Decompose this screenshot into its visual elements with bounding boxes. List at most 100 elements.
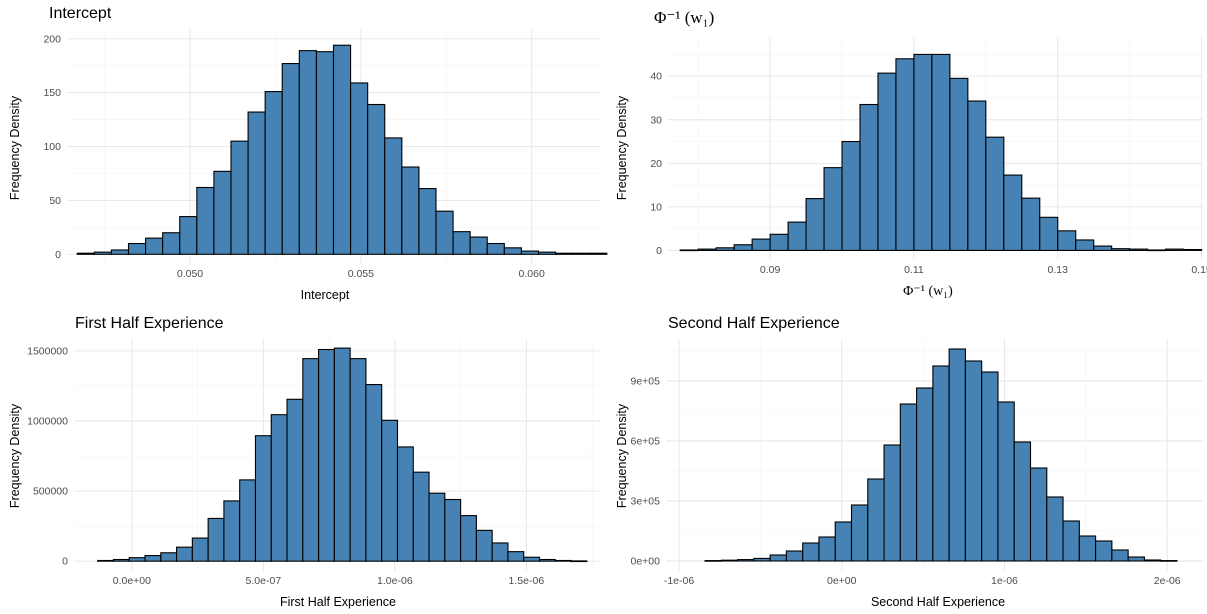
histogram-bar <box>1127 556 1145 562</box>
histogram-bar <box>412 471 430 562</box>
panel-second-half-experience: Second Half Experience -1e-06 0e+00 1e-06 2… <box>615 315 1203 609</box>
panel-title: Intercept <box>49 5 112 22</box>
histogram-bar <box>160 552 178 562</box>
histogram-bar <box>223 500 241 562</box>
histogram-bar <box>460 515 477 562</box>
histogram-bar <box>196 186 215 255</box>
histogram-bar <box>1095 540 1113 562</box>
histogram-bar <box>823 167 843 251</box>
histogram-bar <box>1183 248 1203 251</box>
y-tick-labels: 0e+00 3e+05 6e+05 9e+05 <box>631 376 661 568</box>
histogram-bar <box>1165 248 1185 251</box>
histogram-bar <box>239 479 257 562</box>
histogram-bar <box>286 398 304 562</box>
y-tick-labels: 0 50 100 150 200 <box>43 33 61 261</box>
histogram-bar <box>254 435 272 562</box>
histogram-bar <box>805 198 825 251</box>
x-tick-labels: 0.09 0.11 0.13 0.15 <box>760 264 1207 276</box>
histogram-bar <box>697 248 717 251</box>
histogram-bar <box>112 558 130 562</box>
y-tick-label: 1500000 <box>27 345 68 357</box>
y-tick-label: 6e+05 <box>631 436 661 448</box>
histogram-bar <box>1147 249 1167 252</box>
x-tick-label: 0.055 <box>348 268 374 280</box>
histogram-bar <box>997 401 1015 562</box>
x-tick-label: 2e-06 <box>1154 575 1181 587</box>
y-tick-label: 0e+00 <box>631 556 661 568</box>
histogram-bar <box>298 50 317 255</box>
histogram-bar <box>733 244 753 251</box>
histogram-bar <box>841 140 861 251</box>
histogram-bar <box>507 551 525 562</box>
histogram-bar <box>785 550 804 562</box>
x-tick-label: 0.050 <box>177 268 203 280</box>
histogram-bar <box>523 556 541 562</box>
histogram-bar <box>720 559 739 562</box>
histogram-bar <box>207 517 225 562</box>
histogram-bar <box>191 537 209 562</box>
histogram-bar <box>916 387 934 562</box>
histogram-bar <box>883 444 901 562</box>
x-tick-label: 0.11 <box>904 264 924 276</box>
histogram-bar <box>302 358 320 562</box>
histogram-bar <box>1062 520 1080 562</box>
histogram-bar <box>97 559 114 562</box>
histogram-bar <box>1057 230 1077 251</box>
histogram-bar <box>428 492 446 562</box>
histogram-bar <box>948 348 966 562</box>
histogram-bar <box>1129 248 1149 251</box>
y-axis-label: Frequency Density <box>8 95 22 200</box>
histogram-bar <box>555 252 574 255</box>
histogram-bar <box>1143 559 1162 562</box>
histogram-bar <box>1046 496 1064 562</box>
histogram-bar <box>985 136 1005 251</box>
y-tick-label: 0 <box>656 245 662 257</box>
x-tick-label: 1.0e-06 <box>377 575 413 587</box>
y-tick-label: 100 <box>43 141 61 153</box>
histogram-bar <box>127 242 147 255</box>
x-axis-label: First Half Experience <box>280 595 396 609</box>
histogram-bar <box>213 170 232 255</box>
y-tick-label: 30 <box>650 114 662 126</box>
x-tick-label: 1.5e-06 <box>509 575 545 587</box>
histogram-bar <box>230 140 249 255</box>
histogram-bar <box>396 446 414 562</box>
histogram-bar <box>365 384 383 562</box>
x-tick-label: 0.09 <box>760 264 781 276</box>
histogram-bar <box>554 559 572 562</box>
histogram-bar <box>1075 239 1095 251</box>
histogram-bar <box>475 529 493 562</box>
histogram-bar <box>949 77 969 251</box>
histogram-bar <box>867 478 885 562</box>
histogram-bar <box>802 542 820 562</box>
histogram-bar <box>769 233 789 251</box>
histogram-bar <box>877 72 897 251</box>
histogram-bar <box>1160 560 1178 562</box>
histogram-bar <box>384 137 403 255</box>
panel-first-half-experience: First Half Experience 0.0e+00 5.0e-07 1.0e… <box>8 315 600 609</box>
histogram-bar <box>264 91 283 255</box>
histogram-bar <box>679 249 699 252</box>
histogram-bar <box>850 504 869 562</box>
histogram-bar <box>315 51 335 255</box>
histogram-bar <box>538 558 556 562</box>
histogram-bar <box>381 419 399 562</box>
histogram-bar <box>435 210 454 255</box>
histogram-bar <box>1039 216 1059 251</box>
x-axis-label: Intercept <box>301 288 350 302</box>
histogram-bar <box>145 237 164 255</box>
x-tick-label: 0.0e+00 <box>113 575 151 587</box>
x-tick-labels: -1e-06 0e+00 1e-06 2e-06 <box>664 575 1181 587</box>
y-axis-label: Frequency Density <box>8 403 22 508</box>
panel-bars <box>704 348 1178 562</box>
histogram-bar <box>1013 441 1032 562</box>
x-tick-labels: 0.0e+00 5.0e-07 1.0e-06 1.5e-06 <box>113 575 545 587</box>
histogram-bar <box>162 232 181 255</box>
y-tick-label: 9e+05 <box>631 376 661 388</box>
histogram-bar <box>520 250 540 255</box>
y-tick-label: 50 <box>49 195 61 207</box>
histogram-bar <box>350 82 369 255</box>
y-tick-label: 200 <box>43 33 61 45</box>
histogram-bar <box>787 221 807 251</box>
